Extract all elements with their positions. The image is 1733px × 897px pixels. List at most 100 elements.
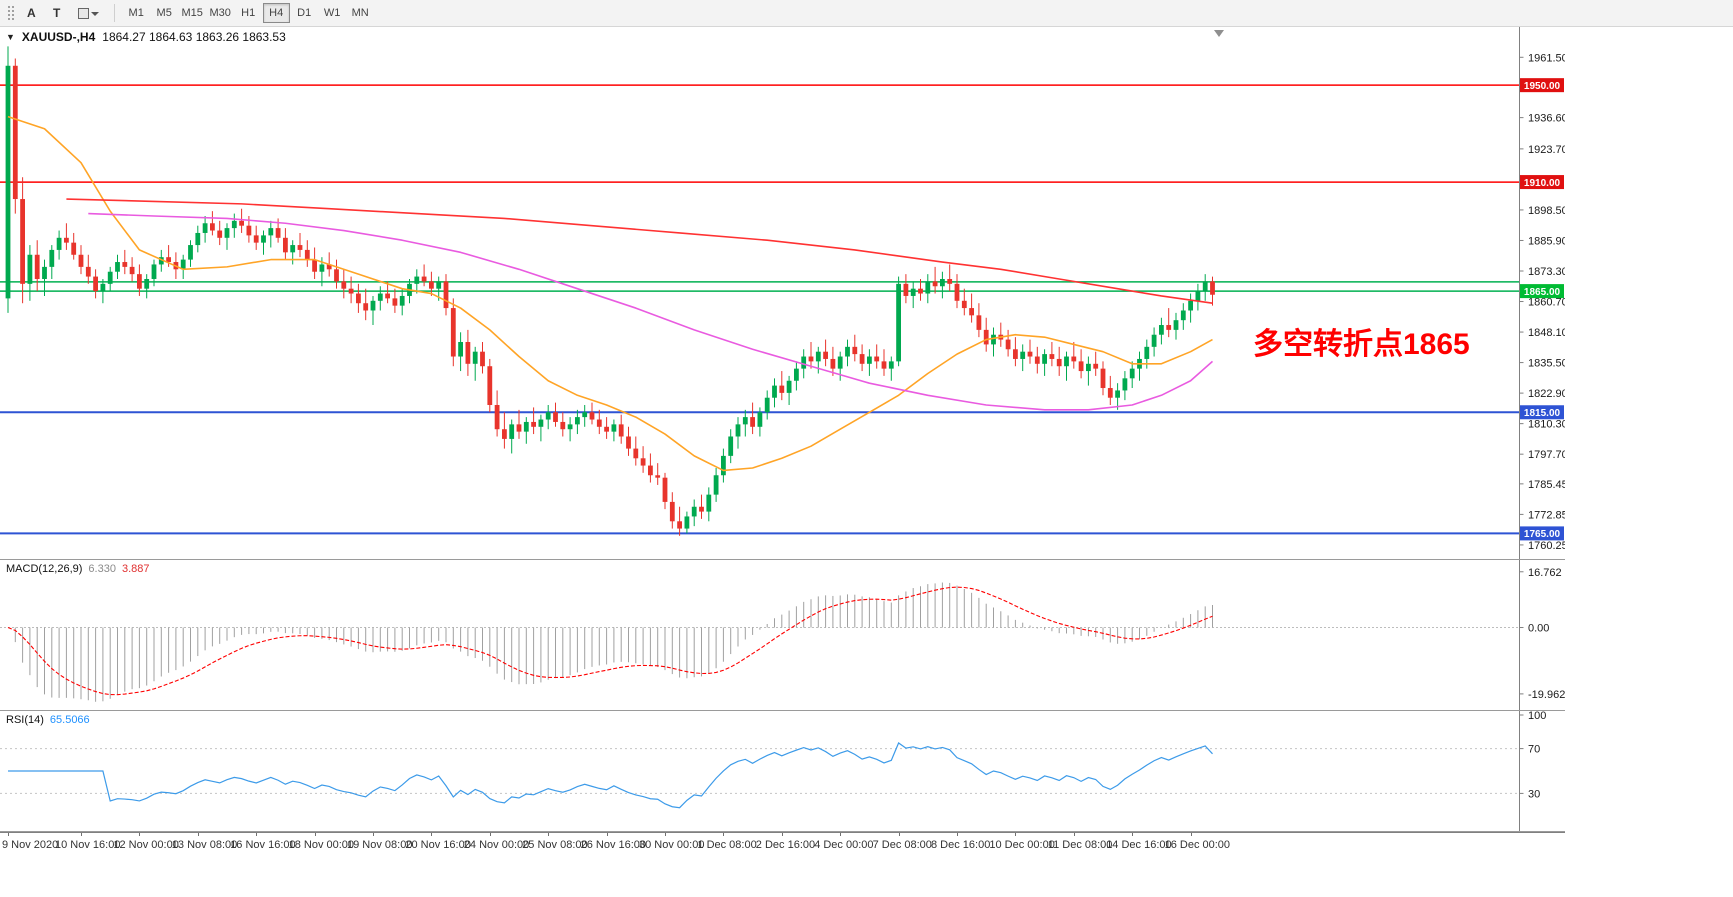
rsi-scale[interactable]: 100 70 30 (1519, 711, 1547, 831)
candle-body (27, 254, 33, 284)
candle-body (969, 308, 974, 316)
price-tick-label: 1822.90 (1528, 388, 1565, 400)
price-tick-label: 1898.50 (1528, 205, 1565, 217)
candle-body (1093, 363, 1099, 369)
candle-body (71, 242, 77, 255)
price-tick-label: 1797.70 (1528, 449, 1565, 461)
time-label: 24 Nov 00:00 (463, 839, 530, 851)
candle-body (509, 424, 515, 439)
candle-body (290, 245, 296, 253)
time-tick (81, 833, 82, 836)
candle-body (867, 356, 872, 364)
candle-body (78, 254, 84, 267)
chevron-down-icon (90, 12, 99, 20)
price-scale[interactable]: 1961.50 1936.60 1923.70 1898.50 1885.90 1873.… (1519, 27, 1566, 559)
candle-body (1166, 325, 1172, 330)
timeframe-button-m1[interactable]: M1 (123, 3, 150, 23)
ohlc-values: 1864.27 1864.63 1863.26 1863.53 (102, 30, 286, 44)
candle-body (363, 303, 369, 311)
macd-name: MACD(12,26,9) (6, 563, 83, 575)
candle-body (852, 346, 858, 355)
time-axis[interactable]: 9 Nov 2020 10 Nov 16:00 12 Nov 00:00 13 Nov… (0, 832, 1565, 857)
rsi-scale-label: 70 (1528, 744, 1540, 756)
candle-body (224, 228, 230, 238)
candle-body (275, 228, 281, 238)
rsi-panel[interactable]: 100 70 30 RSI(14) 65.5066 (0, 711, 1565, 832)
drawing-tools-button[interactable] (71, 3, 106, 23)
time-label: 16 Dec 00:00 (1164, 839, 1231, 851)
macd-canvas[interactable]: 16.762 0.00 -19.962 (0, 560, 1565, 710)
candle-body (648, 465, 653, 476)
time-tick (781, 833, 783, 836)
timeframe-button-h4[interactable]: H4 (262, 3, 290, 23)
candle-body (991, 334, 996, 345)
candle-body (815, 351, 821, 362)
macd-scale-label: -19.962 (1528, 689, 1565, 701)
timeframe-button-m15[interactable]: M15 (179, 3, 206, 23)
candle-body (925, 281, 931, 294)
candle-body (801, 356, 807, 369)
macd-panel[interactable]: 16.762 0.00 -19.962 MACD(12,26,9) 6.330 3.… (0, 560, 1565, 711)
candle-body (691, 506, 697, 517)
timeframe-button-w1[interactable]: W1 (319, 3, 346, 23)
candle-body (1115, 390, 1120, 398)
candle-body (918, 288, 923, 294)
timeframe-button-m30[interactable]: M30 (207, 3, 234, 23)
price-tag-label: 1815.00 (1524, 408, 1561, 419)
candle-body (137, 274, 142, 289)
macd-main-value: 6.330 (88, 563, 116, 575)
time-label: 25 Nov 08:00 (522, 839, 588, 851)
candle-body (1122, 378, 1128, 391)
candle-body (764, 397, 770, 413)
candle-body (553, 412, 558, 422)
candle-body (728, 436, 734, 456)
candle-body (64, 237, 69, 243)
candle-body (253, 235, 259, 243)
macd-scale-label: 0.00 (1528, 623, 1549, 635)
candle-body (604, 426, 609, 432)
candle-body (1188, 300, 1193, 311)
timeframe-button-h1[interactable]: H1 (235, 3, 262, 23)
candle-body (669, 501, 675, 522)
collapse-icon[interactable]: ▼ (6, 32, 15, 42)
price-chart-canvas[interactable]: 1961.50 1936.60 1923.70 1898.50 1885.90 1873.… (0, 27, 1565, 559)
timeframe-button-mn[interactable]: MN (347, 3, 374, 23)
toolbar-grip-icon[interactable] (7, 5, 14, 21)
candle-body (560, 421, 566, 430)
label-tool-button[interactable]: T (46, 3, 68, 23)
time-tick (1073, 833, 1075, 836)
candle-body (180, 259, 186, 270)
candle-body (1005, 339, 1011, 350)
top-toolbar: A T M1 M5 M15 M30 H1 H4 D1 W1 MN (0, 0, 1733, 27)
candle-body (531, 421, 536, 427)
price-panel[interactable]: 1961.50 1936.60 1923.70 1898.50 1885.90 1873.… (0, 27, 1565, 560)
candle-body (231, 220, 237, 229)
candle-body (611, 424, 617, 432)
price-tag-label: 1910.00 (1524, 178, 1561, 189)
candle-body (1013, 349, 1018, 359)
rsi-value: 65.5066 (49, 714, 90, 726)
candle-body (210, 223, 215, 231)
chart-annotation[interactable]: 多空转折点1865 (1253, 328, 1470, 361)
rsi-header: RSI(14) 65.5066 (6, 714, 90, 726)
time-tick (1190, 833, 1192, 836)
candle-body (268, 228, 274, 236)
candle-body (823, 351, 828, 359)
text-tool-button[interactable]: A (20, 3, 43, 23)
shift-marker-icon[interactable] (1214, 30, 1224, 37)
rsi-canvas[interactable]: 100 70 30 (0, 711, 1565, 831)
rsi-scale-label: 30 (1528, 788, 1540, 800)
time-tick (606, 833, 608, 836)
timeframe-button-d1[interactable]: D1 (291, 3, 318, 23)
candle-body (874, 356, 880, 362)
candle-body (940, 278, 945, 287)
candle-body (85, 266, 91, 277)
timeframe-button-m5[interactable]: M5 (151, 3, 178, 23)
candle-body (1100, 368, 1106, 389)
candle-body (129, 266, 135, 275)
candle-body (480, 351, 485, 367)
candle-body (713, 475, 719, 495)
candle-body (881, 361, 887, 369)
macd-scale[interactable]: 16.762 0.00 -19.962 (1519, 560, 1566, 710)
candle-body (341, 281, 347, 289)
